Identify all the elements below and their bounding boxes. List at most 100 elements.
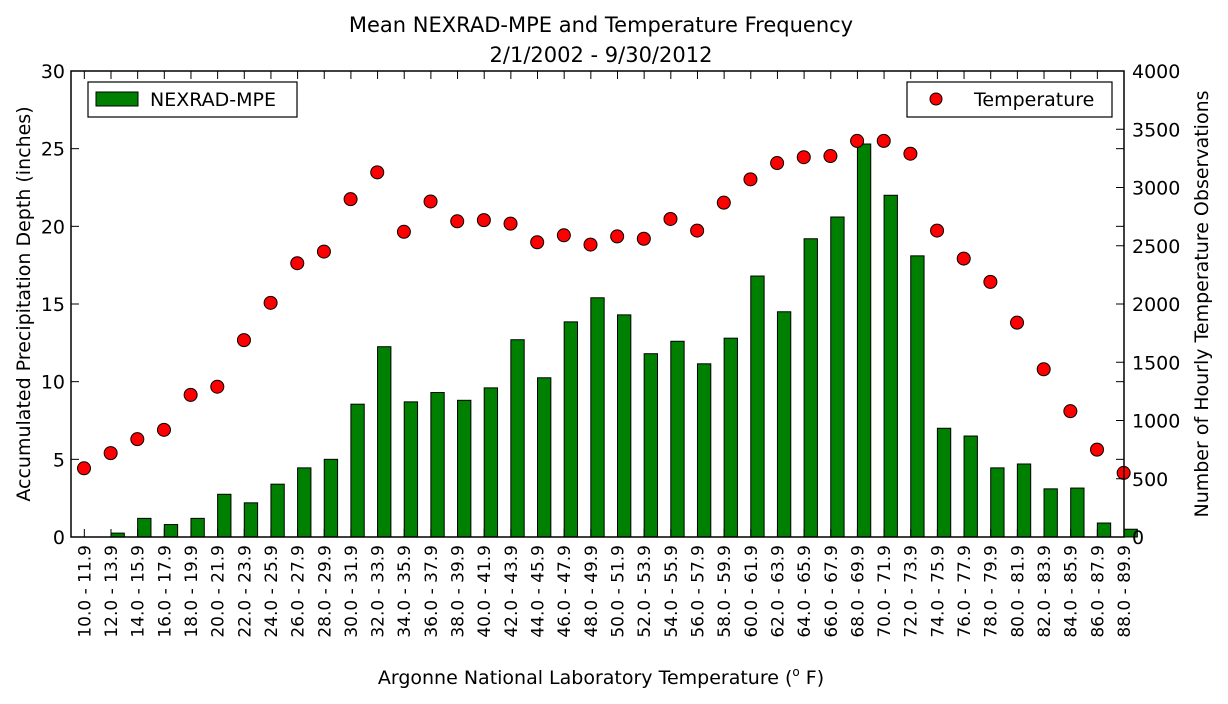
bar-16.0-17.9 <box>163 524 179 538</box>
bar-74.0-75.9 <box>936 427 952 538</box>
x-axis-label: Argonne National Laboratory Temperature … <box>378 665 824 689</box>
legend-nexrad: NEXRAD-MPE <box>87 81 298 118</box>
point-76.0-77.9 <box>956 251 971 266</box>
right-tick-label: 2500 <box>1132 236 1180 258</box>
legend-nexrad-label: NEXRAD-MPE <box>150 89 276 111</box>
x-tick-label: 50.0 - 51.9 <box>608 545 628 638</box>
bar-34.0-35.9 <box>403 401 419 538</box>
point-42.0-43.9 <box>503 216 518 231</box>
point-72.0-73.9 <box>903 146 918 161</box>
x-tick-label: 54.0 - 55.9 <box>662 545 682 638</box>
point-34.0-35.9 <box>396 224 411 239</box>
bar-24.0-25.9 <box>270 483 285 538</box>
x-axis-label-prefix: Argonne National Laboratory Temperature … <box>378 667 793 689</box>
point-20.0-21.9 <box>210 379 225 394</box>
point-30.0-31.9 <box>343 192 358 207</box>
right-tick-label: 3000 <box>1132 178 1180 200</box>
point-52.0-53.9 <box>636 231 651 246</box>
x-tick-label: 48.0 - 49.9 <box>582 545 602 638</box>
point-26.0-27.9 <box>290 256 305 271</box>
point-82.0-83.9 <box>1036 362 1051 377</box>
left-tick-label: 15 <box>41 294 65 316</box>
point-66.0-67.9 <box>823 149 838 164</box>
x-tick-label: 84.0 - 85.9 <box>1062 545 1082 638</box>
x-axis: 10.0 - 11.9 12.0 - 13.9 14.0 - 15.9 16.0 - … <box>75 71 1135 638</box>
point-56.0-57.9 <box>690 223 705 238</box>
x-tick-label: 38.0 - 39.9 <box>449 545 469 638</box>
y-axis-label-right: Number of Hourly Temperature Observation… <box>1191 90 1213 517</box>
x-tick-label: 66.0 - 67.9 <box>822 545 842 638</box>
x-tick-label: 20.0 - 21.9 <box>209 545 229 638</box>
left-tick-label: 30 <box>41 61 65 83</box>
left-y-axis: 0 5 10 15 20 25 30 <box>41 61 1124 549</box>
bar-46.0-47.9 <box>563 321 579 538</box>
point-18.0-19.9 <box>183 387 198 402</box>
x-tick-label: 18.0 - 19.9 <box>182 545 202 638</box>
bar-80.0-81.9 <box>1016 463 1032 538</box>
x-tick-label: 44.0 - 45.9 <box>529 545 549 638</box>
point-36.0-37.9 <box>423 194 438 209</box>
point-58.0-59.9 <box>716 195 731 210</box>
point-28.0-29.9 <box>316 244 331 259</box>
x-tick-label: 12.0 - 13.9 <box>102 545 122 638</box>
x-tick-label: 52.0 - 53.9 <box>635 545 655 638</box>
bar-50.0-51.9 <box>616 314 632 538</box>
legend-nexrad-swatch <box>95 91 139 107</box>
bar-84.0-85.9 <box>1070 487 1085 538</box>
x-tick-label: 72.0 - 73.9 <box>902 545 922 638</box>
bar-68.0-69.9 <box>856 143 872 538</box>
legend-temperature-marker <box>929 92 943 106</box>
point-32.0-33.9 <box>370 165 385 180</box>
point-64.0-65.9 <box>796 150 811 165</box>
bar-18.0-19.9 <box>190 517 205 538</box>
x-tick-label: 88.0 - 89.9 <box>1115 545 1135 638</box>
bar-38.0-39.9 <box>457 399 472 538</box>
x-tick-label: 62.0 - 63.9 <box>768 545 788 638</box>
bar-22.0-23.9 <box>243 502 259 538</box>
point-38.0-39.9 <box>450 214 465 229</box>
bar-60.0-61.9 <box>750 275 765 538</box>
point-40.0-41.9 <box>476 213 491 228</box>
chart-subtitle: 2/1/2002 - 9/30/2012 <box>490 43 713 67</box>
x-tick-label: 86.0 - 87.9 <box>1088 545 1108 638</box>
bar-76.0-77.9 <box>963 435 978 538</box>
x-tick-label: 28.0 - 29.9 <box>315 545 335 638</box>
point-78.0-79.9 <box>983 274 998 289</box>
bar-52.0-53.9 <box>643 353 658 538</box>
left-tick-label: 5 <box>53 449 65 471</box>
bar-30.0-31.9 <box>350 403 365 538</box>
point-48.0-49.9 <box>583 237 598 252</box>
x-tick-label: 10.0 - 11.9 <box>75 545 95 638</box>
bar-62.0-63.9 <box>776 311 792 538</box>
bar-72.0-73.9 <box>910 255 925 538</box>
point-22.0-23.9 <box>236 333 251 348</box>
point-84.0-85.9 <box>1063 404 1078 419</box>
x-tick-label: 82.0 - 83.9 <box>1035 545 1055 638</box>
x-tick-label: 16.0 - 17.9 <box>155 545 175 638</box>
x-tick-label: 24.0 - 25.9 <box>262 545 282 638</box>
point-16.0-17.9 <box>156 422 171 437</box>
right-tick-label: 0 <box>1132 527 1144 549</box>
x-axis-label-superscript: o <box>792 665 799 679</box>
point-68.0-69.9 <box>850 133 865 148</box>
legend-temperature: Temperature <box>906 81 1113 118</box>
bar-14.0-15.9 <box>137 517 152 538</box>
x-tick-label: 56.0 - 57.9 <box>688 545 708 638</box>
point-60.0-61.9 <box>743 172 758 187</box>
x-tick-label: 60.0 - 61.9 <box>742 545 762 638</box>
point-74.0-75.9 <box>930 223 945 238</box>
x-tick-label: 74.0 - 75.9 <box>928 545 948 638</box>
bar-70.0-71.9 <box>883 194 898 538</box>
left-tick-label: 10 <box>41 372 65 394</box>
bar-86.0-87.9 <box>1096 522 1112 538</box>
x-tick-label: 46.0 - 47.9 <box>555 545 575 638</box>
x-tick-label: 70.0 - 71.9 <box>875 545 895 638</box>
point-12.0-13.9 <box>103 446 118 461</box>
x-tick-label: 34.0 - 35.9 <box>395 545 415 638</box>
legend-temperature-label: Temperature <box>973 89 1094 111</box>
x-tick-label: 64.0 - 65.9 <box>795 545 815 638</box>
point-70.0-71.9 <box>876 133 891 148</box>
x-tick-label: 58.0 - 59.9 <box>715 545 735 638</box>
x-tick-label: 32.0 - 33.9 <box>369 545 389 638</box>
